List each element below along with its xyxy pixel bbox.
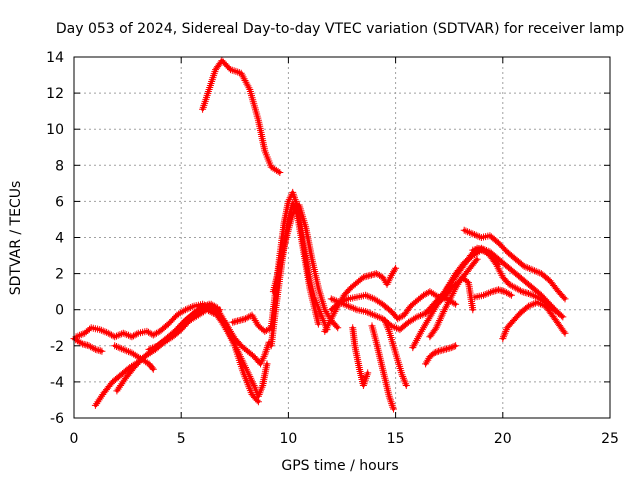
x-tick-label: 15 [387,431,405,447]
series-arc-26 [471,286,515,301]
plus-markers [426,273,477,341]
y-tick-label: -4 [50,375,64,391]
series-arc-3 [91,306,224,409]
plus-markers [145,300,262,406]
series-arc-24 [460,226,569,303]
y-tick-label: 10 [46,122,64,138]
series-arc-6 [145,300,262,406]
series-arc-1 [70,335,106,355]
series-arc-7 [199,302,271,400]
plus-markers [269,201,342,332]
series-line [411,248,501,350]
x-tick-label: 25 [601,431,619,447]
plus-markers [471,286,515,301]
plus-markers [91,306,224,409]
series-arc-22 [426,273,477,341]
y-tick-label: 8 [55,158,64,174]
y-tick-label: 2 [55,267,64,283]
grid-lines [74,57,610,418]
plus-markers [368,322,397,413]
x-tick-label: 5 [177,431,186,447]
plus-markers [199,302,273,368]
series-arc-4 [113,300,222,395]
series-arc-27 [499,299,569,343]
x-tick-label: 0 [70,431,79,447]
plus-markers [199,57,284,176]
y-tick-labels: -6 -4 -2 0 2 4 6 8 10 12 14 [46,50,64,427]
plus-markers [111,342,157,373]
series-arc-8 [199,302,273,368]
series-arc-13 [269,201,342,332]
y-tick-label: 12 [46,86,64,102]
data-series [70,57,569,413]
plus-markers [499,299,569,343]
series-arc-5 [111,342,157,373]
x-tick-label: 20 [494,431,512,447]
series-arc-17 [349,324,372,389]
y-tick-label: -6 [50,411,64,427]
y-tick-label: 0 [55,303,64,319]
chart-title: Day 053 of 2024, Sidereal Day-to-day VTE… [56,21,624,37]
y-tick-label: 4 [55,231,64,247]
series-arc-21 [422,342,460,368]
y-tick-label: 6 [55,194,64,210]
series-arc-19 [381,317,410,389]
plus-markers [113,300,222,395]
y-tick-label: -2 [50,339,64,355]
plus-markers [469,244,562,317]
series-arc-20 [409,246,502,352]
plus-markers [199,302,271,400]
series-arc-10 [199,57,284,176]
plus-markers [349,324,372,389]
plus-markers [381,317,410,389]
y-axis-label: SDTVAR / TECUs [8,181,24,296]
plus-markers [72,300,215,341]
series-arc-9 [229,311,275,335]
series-line [329,257,479,332]
x-tick-labels: 0 5 10 15 20 25 [70,431,619,447]
series-line [115,302,220,393]
x-tick-label: 10 [279,431,297,447]
series-arc-2 [72,300,215,341]
x-axis-label: GPS time / hours [281,458,398,474]
plus-markers [409,246,502,352]
axis-ticks [73,56,611,419]
series-arc-25 [469,244,562,317]
y-tick-label: 14 [46,50,64,66]
plus-markers [460,226,569,303]
plus-markers [422,342,460,368]
plus-markers [229,311,275,335]
series-arc-18 [368,322,397,413]
